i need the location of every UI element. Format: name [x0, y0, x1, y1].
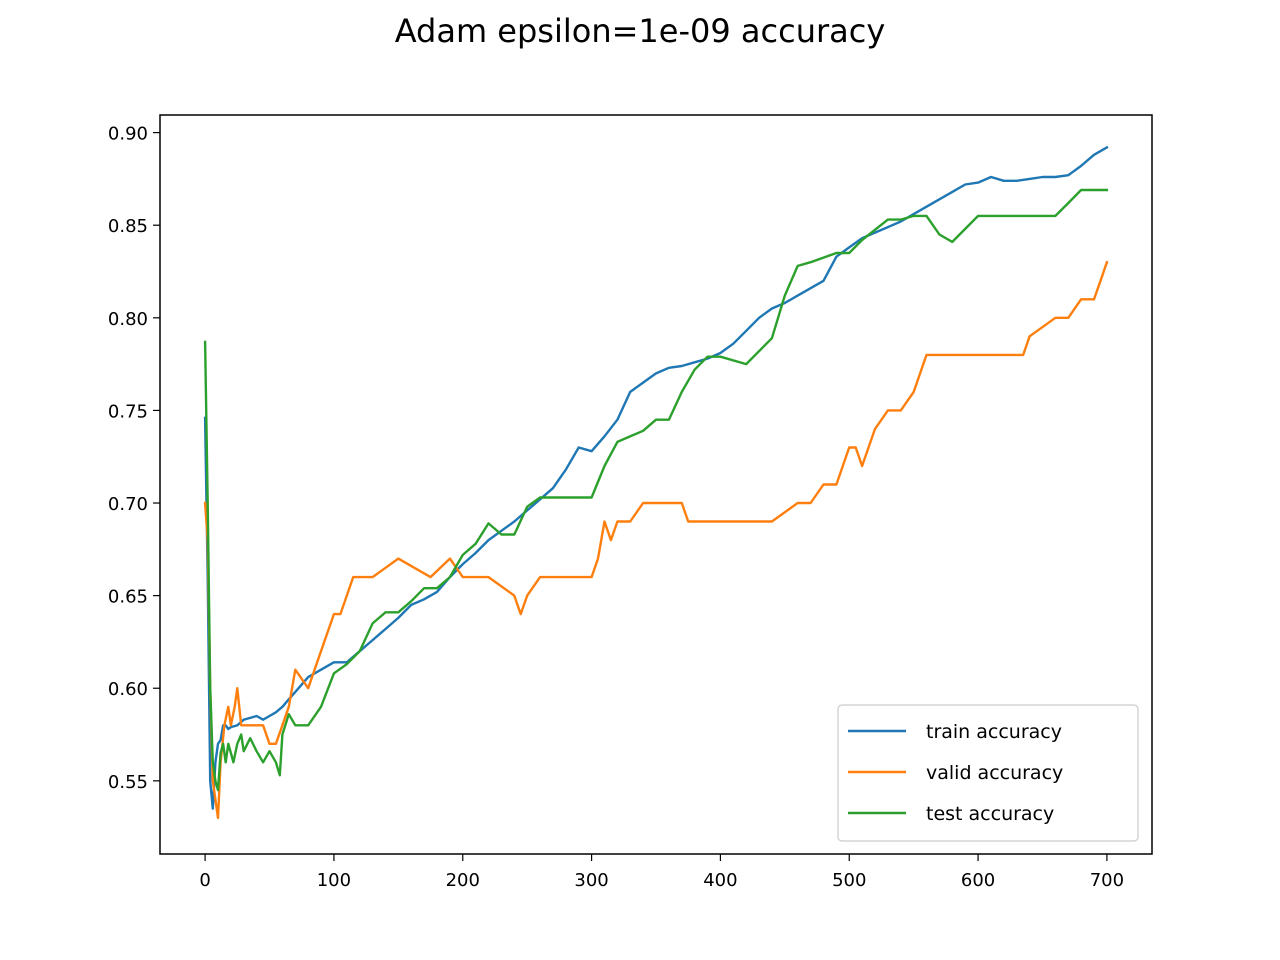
- legend-label: train accuracy: [926, 721, 1062, 743]
- y-axis: 0.55 0.60 0.65 0.70 0.75 0.80 0.85 0.90: [108, 124, 160, 793]
- series-line-2: [203, 188, 1109, 792]
- plot-frame: [159, 114, 1153, 855]
- series-line-1: [203, 260, 1109, 820]
- x-tick-label: 600: [961, 870, 995, 891]
- legend-label: test accuracy: [926, 803, 1054, 825]
- series-line-0: [203, 145, 1109, 810]
- x-tick-label: 400: [703, 870, 737, 891]
- x-tick-label: 200: [446, 870, 480, 891]
- legend: train accuracy valid accuracy test accurac…: [837, 704, 1139, 842]
- y-tick-label: 0.80: [108, 309, 148, 330]
- y-tick-label: 0.70: [108, 494, 148, 515]
- x-axis: 0 100 200 300 400 500 600 700: [199, 854, 1124, 891]
- x-tick-label: 700: [1090, 870, 1124, 891]
- y-tick-label: 0.85: [108, 216, 148, 237]
- legend-box: [837, 704, 1139, 842]
- y-tick-label: 0.75: [108, 401, 148, 422]
- y-tick-label: 0.65: [108, 587, 148, 608]
- chart-title: Adam epsilon=1e-09 accuracy: [394, 12, 886, 50]
- legend-label: valid accuracy: [926, 762, 1063, 784]
- x-tick-label: 100: [317, 870, 351, 891]
- x-tick-label: 300: [574, 870, 608, 891]
- x-tick-label: 500: [832, 870, 866, 891]
- x-tick-label: 0: [199, 870, 210, 891]
- y-tick-label: 0.60: [108, 679, 148, 700]
- series-layer: [203, 145, 1109, 820]
- y-tick-label: 0.55: [108, 772, 148, 793]
- y-tick-label: 0.90: [108, 124, 148, 145]
